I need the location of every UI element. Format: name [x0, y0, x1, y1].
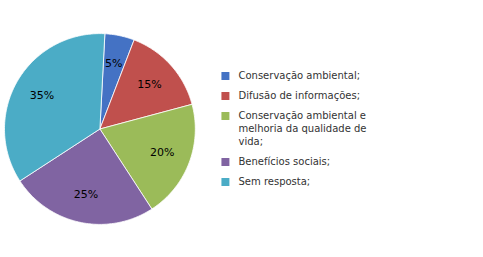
svg-text:Sem resposta;: Sem resposta; [238, 176, 310, 187]
svg-text:Conservação ambiental;: Conservação ambiental; [238, 70, 360, 81]
svg-text:25%: 25% [74, 188, 98, 201]
svg-text:Conservação ambiental emelhori: Conservação ambiental emelhoria da quali… [238, 110, 366, 147]
svg-text:35%: 35% [30, 89, 54, 102]
svg-text:20%: 20% [150, 146, 174, 159]
svg-text:15%: 15% [137, 78, 161, 91]
svg-text:Difusão de informações;: Difusão de informações; [238, 90, 360, 101]
svg-text:5%: 5% [105, 57, 122, 70]
svg-text:Benefícios sociais;: Benefícios sociais; [238, 156, 330, 167]
